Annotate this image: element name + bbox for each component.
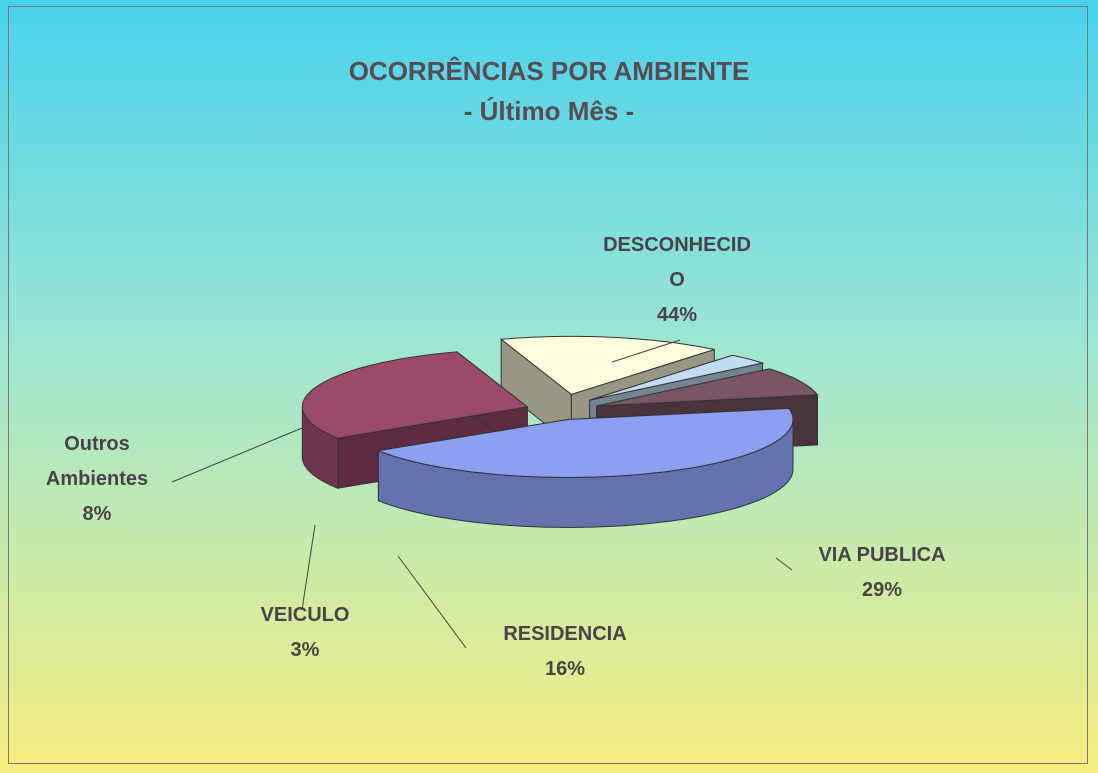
slice-top bbox=[301, 351, 529, 439]
slice-label: VEICULO 3% bbox=[155, 598, 455, 668]
slice-top bbox=[499, 335, 715, 395]
slice-label: Outros Ambientes 8% bbox=[22, 427, 172, 532]
slice-label: VIA PUBLICA 29% bbox=[732, 538, 1032, 608]
slice-top bbox=[376, 407, 794, 479]
chart-subtitle: - Último Mês - bbox=[463, 96, 635, 126]
leader-line bbox=[397, 555, 467, 649]
slice-label: RESIDENCIA 16% bbox=[415, 617, 715, 687]
slice-name: VIA PUBLICA bbox=[818, 544, 946, 566]
slice-top bbox=[596, 368, 819, 407]
slice-name: RESIDENCIA bbox=[503, 623, 627, 645]
leader-line bbox=[171, 427, 303, 483]
slice-value: 44% bbox=[656, 304, 698, 326]
slice bbox=[376, 407, 794, 529]
chart-title: OCORRÊNCIAS POR AMBIENTE bbox=[348, 56, 750, 86]
slice-value: 16% bbox=[544, 658, 586, 680]
leader-line bbox=[611, 339, 681, 363]
slice-value: 3% bbox=[290, 639, 320, 661]
leader-line bbox=[301, 524, 316, 611]
slice-name: DESCONHECIDO bbox=[603, 234, 751, 291]
slice-label: DESCONHECIDO 44% bbox=[597, 228, 757, 333]
slice-name: Outros Ambientes bbox=[45, 433, 149, 490]
slice-name: VEICULO bbox=[260, 604, 350, 626]
chart-frame bbox=[8, 6, 1088, 764]
slice-value: 8% bbox=[82, 503, 112, 525]
slice-value: 29% bbox=[861, 579, 903, 601]
leader-line bbox=[775, 557, 793, 571]
slice-top bbox=[589, 354, 765, 401]
